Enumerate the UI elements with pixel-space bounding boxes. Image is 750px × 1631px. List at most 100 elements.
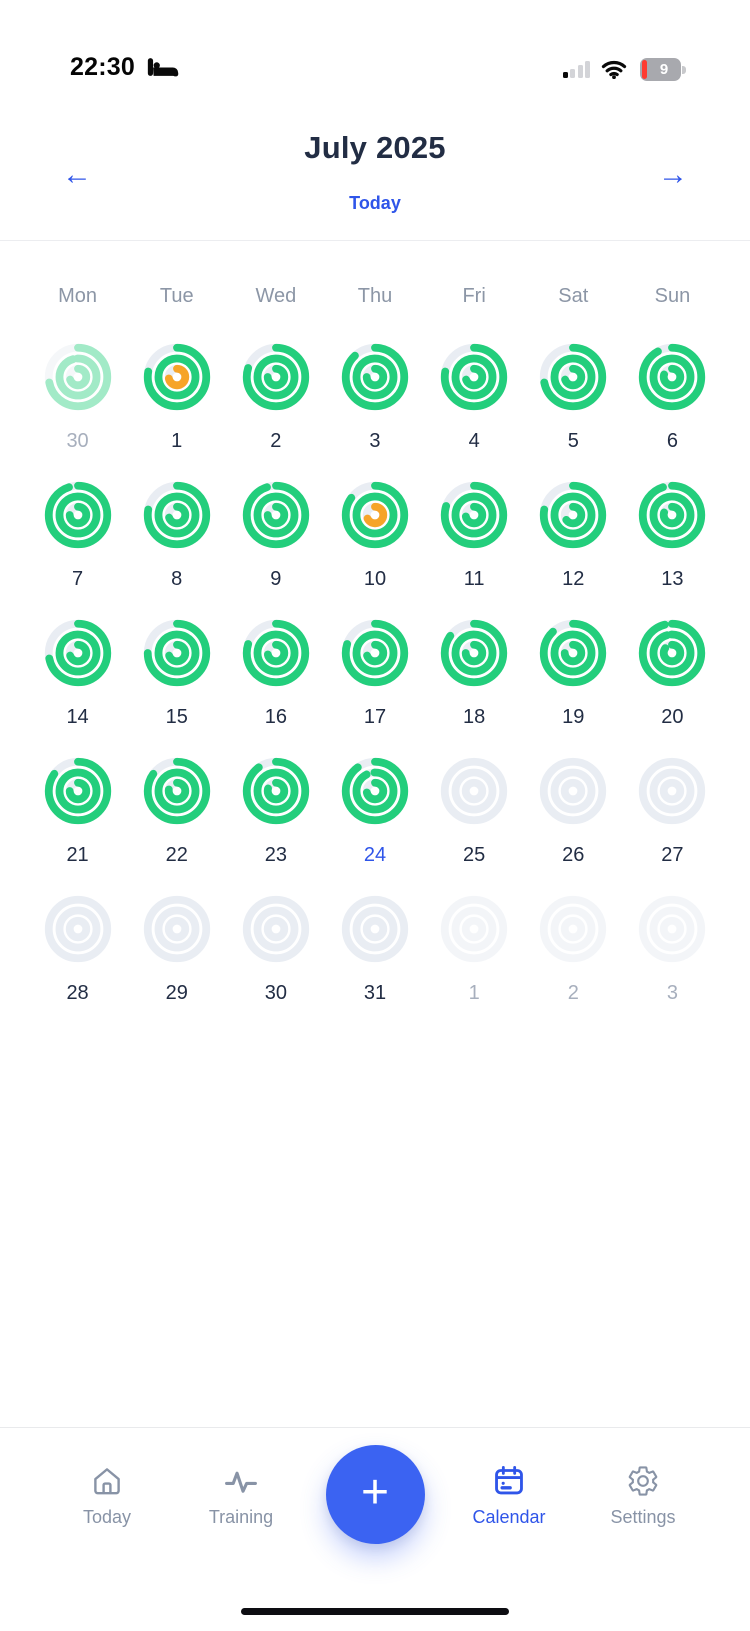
weekday-header-row: Mon Tue Wed Thu Fri Sat Sun (28, 285, 722, 308)
nav-settings-label: Settings (610, 1507, 676, 1527)
weekday-label-sun: Sun (654, 285, 691, 307)
wifi-icon (601, 61, 627, 79)
calendar-icon (495, 1465, 523, 1495)
day-number: 19 (562, 706, 585, 728)
activity-rings-icon (639, 619, 706, 687)
calendar-day-22[interactable]: 22 (127, 752, 226, 866)
calendar-day-4[interactable]: 4 (425, 338, 524, 452)
calendar-day-3[interactable]: 3 (623, 890, 722, 1004)
day-number: 1 (468, 982, 480, 1004)
calendar-day-27[interactable]: 27 (623, 752, 722, 866)
activity-rings-icon (341, 757, 409, 825)
calendar-day-17[interactable]: 17 (325, 614, 424, 728)
calendar-day-1[interactable]: 1 (127, 338, 226, 452)
calendar-day-28[interactable]: 28 (28, 890, 127, 1004)
battery-body (640, 58, 681, 81)
calendar-day-2[interactable]: 2 (226, 338, 325, 452)
calendar-day-21[interactable]: 21 (28, 752, 127, 866)
calendar-day-31[interactable]: 31 (325, 890, 424, 1004)
day-number: 27 (661, 844, 684, 866)
calendar-day-7[interactable]: 7 (28, 476, 127, 590)
calendar-day-19[interactable]: 19 (524, 614, 623, 728)
activity-rings-icon (540, 757, 607, 825)
weekday-label-wed: Wed (255, 285, 297, 307)
calendar-day-2[interactable]: 2 (524, 890, 623, 1004)
bottom-navigation: Today Training + Calendar (0, 1427, 750, 1631)
calendar-day-1[interactable]: 1 (425, 890, 524, 1004)
activity-rings-icon (143, 481, 210, 549)
activity-rings-icon (44, 481, 111, 549)
calendar-day-16[interactable]: 16 (226, 614, 325, 728)
nav-today-label: Today (82, 1507, 132, 1527)
nav-calendar[interactable]: Calendar (442, 1428, 576, 1528)
gear-icon (628, 1466, 658, 1496)
weekday-label-tue: Tue (159, 285, 194, 307)
add-button[interactable]: + (325, 1445, 425, 1544)
activity-rings-icon (242, 895, 309, 963)
previous-month-button[interactable]: ← (52, 156, 102, 194)
day-number: 31 (363, 982, 387, 1004)
calendar-day-10[interactable]: 10 (325, 476, 424, 590)
nav-settings[interactable]: Settings (576, 1428, 710, 1528)
calendar-day-9[interactable]: 9 (226, 476, 325, 590)
activity-rings-icon (341, 343, 409, 411)
day-number: 8 (171, 568, 183, 590)
calendar: Mon Tue Wed Thu Fri Sat Sun 30 1 2 3 4 5 6 7 8 9 10 11 12 1… (0, 241, 750, 1004)
calendar-day-24[interactable]: 24 (325, 752, 424, 866)
calendar-day-14[interactable]: 14 (28, 614, 127, 728)
day-number: 4 (468, 430, 480, 452)
activity-rings-icon (639, 343, 706, 411)
calendar-day-11[interactable]: 11 (425, 476, 524, 590)
day-number: 30 (66, 430, 89, 452)
battery-icon: 9 (640, 58, 686, 81)
day-number: 2 (270, 430, 282, 452)
calendar-day-25[interactable]: 25 (425, 752, 524, 866)
day-number: 29 (165, 982, 188, 1004)
days-grid: 30 1 2 3 4 5 6 7 8 9 10 11 12 13 14 15 16 17 18 19 20 21 22 23 2… (28, 338, 722, 1004)
activity-rings-icon (143, 343, 210, 411)
battery-level-red (642, 60, 647, 79)
calendar-day-13[interactable]: 13 (623, 476, 722, 590)
battery-percent: 9 (659, 61, 669, 78)
today-button[interactable]: Today (349, 193, 401, 213)
day-number: 10 (363, 568, 387, 590)
calendar-day-29[interactable]: 29 (127, 890, 226, 1004)
calendar-day-12[interactable]: 12 (524, 476, 623, 590)
activity-rings-icon (341, 619, 409, 687)
calendar-day-8[interactable]: 8 (127, 476, 226, 590)
day-number: 30 (264, 982, 287, 1004)
activity-rings-icon (341, 895, 409, 963)
calendar-day-30[interactable]: 30 (28, 338, 127, 452)
day-number: 9 (270, 568, 282, 590)
day-number: 3 (369, 430, 381, 452)
day-number: 26 (562, 844, 585, 866)
calendar-day-6[interactable]: 6 (623, 338, 722, 452)
battery-nub (682, 65, 686, 74)
weekday-label-thu: Thu (357, 285, 393, 307)
day-number: 23 (264, 844, 287, 866)
activity-rings-icon (44, 343, 111, 411)
calendar-day-3[interactable]: 3 (325, 338, 424, 452)
nav-training[interactable]: Training (174, 1428, 308, 1528)
home-indicator[interactable] (241, 1608, 509, 1615)
calendar-day-30[interactable]: 30 (226, 890, 325, 1004)
status-bar: 22:30 9 (0, 0, 750, 100)
activity-rings-icon (44, 619, 111, 687)
calendar-day-20[interactable]: 20 (623, 614, 722, 728)
calendar-day-5[interactable]: 5 (524, 338, 623, 452)
home-icon (94, 1468, 120, 1495)
day-number: 22 (165, 844, 188, 866)
day-number: 17 (363, 706, 387, 728)
calendar-day-18[interactable]: 18 (425, 614, 524, 728)
nav-today[interactable]: Today (40, 1428, 174, 1528)
calendar-day-26[interactable]: 26 (524, 752, 623, 866)
day-number: 12 (562, 568, 585, 590)
calendar-day-23[interactable]: 23 (226, 752, 325, 866)
day-number: 18 (463, 706, 486, 728)
weekday-label-fri: Fri (462, 285, 486, 307)
calendar-day-15[interactable]: 15 (127, 614, 226, 728)
calendar-header: ← July 2025 Today → (0, 110, 750, 241)
next-month-button[interactable]: → (648, 156, 698, 194)
day-number: 11 (463, 568, 485, 590)
pulse-icon (225, 1471, 257, 1493)
